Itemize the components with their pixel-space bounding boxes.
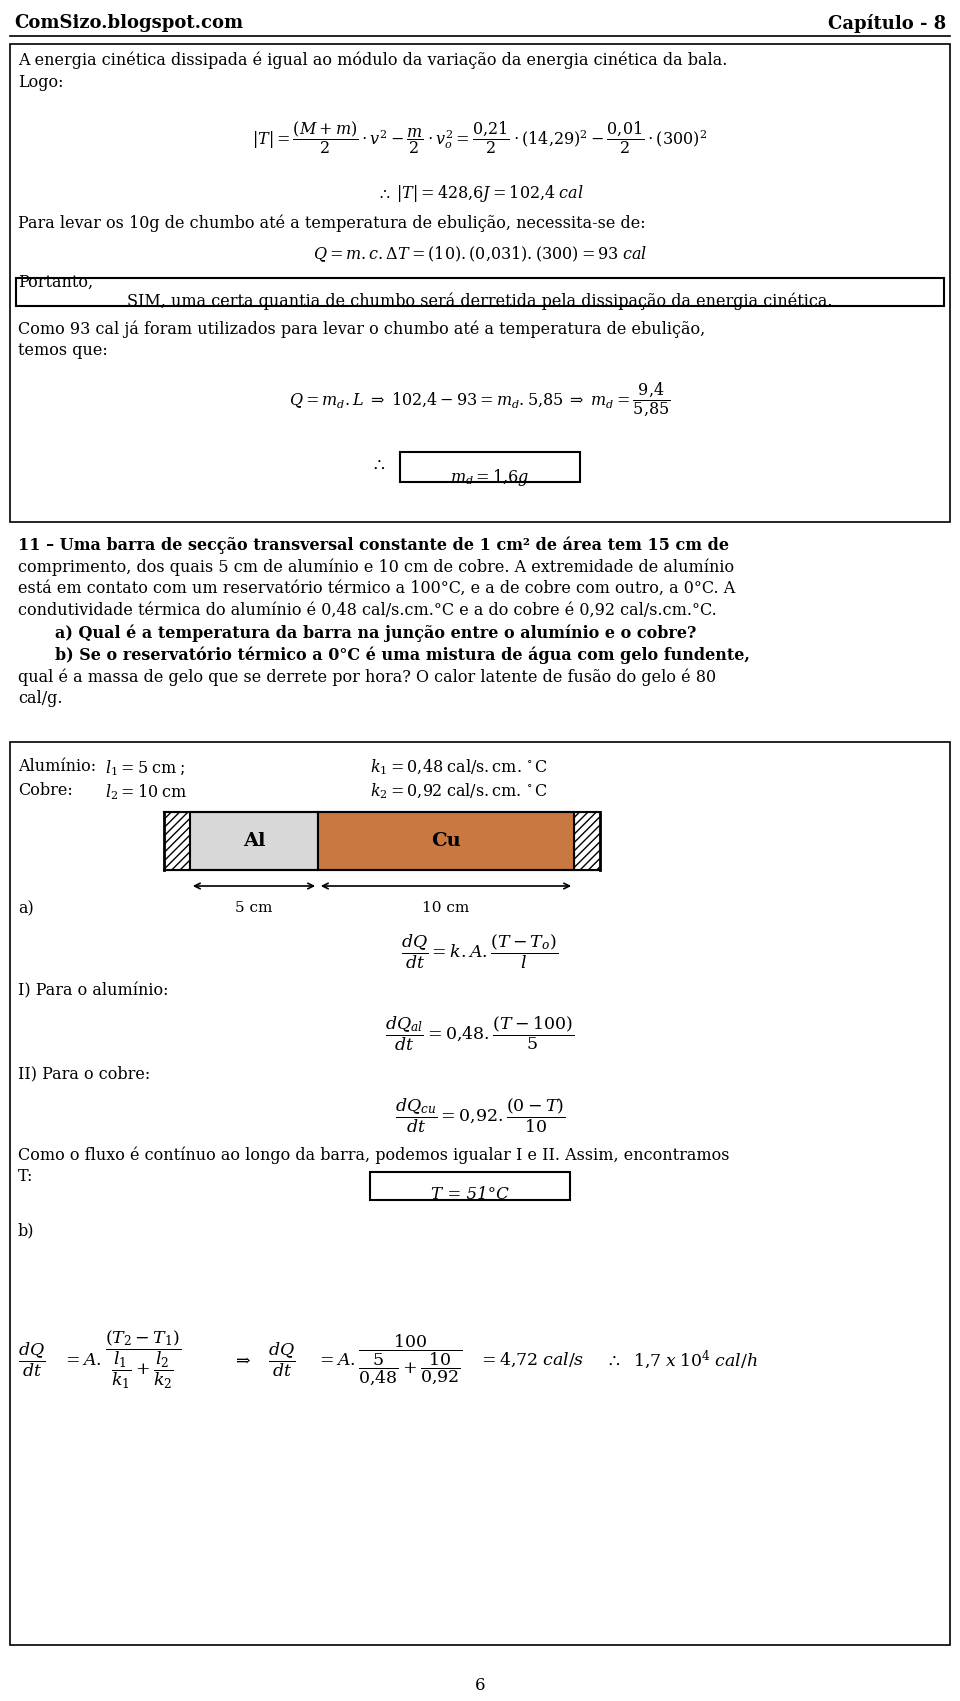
Text: II) Para o cobre:: II) Para o cobre: <box>18 1065 151 1082</box>
Text: $\dfrac{dQ_{al}}{dt} = 0{,}48.\dfrac{(T - 100)}{5}$: $\dfrac{dQ_{al}}{dt} = 0{,}48.\dfrac{(T … <box>385 1015 575 1053</box>
Text: Capítulo - 8: Capítulo - 8 <box>828 14 946 32</box>
Text: 6: 6 <box>475 1677 485 1694</box>
Text: b) Se o reservatório térmico a 0°C é uma mistura de água com gelo fundente,: b) Se o reservatório térmico a 0°C é uma… <box>55 646 750 663</box>
Text: Logo:: Logo: <box>18 75 63 90</box>
Bar <box>10 742 950 1645</box>
Text: $\dfrac{dQ}{dt}$: $\dfrac{dQ}{dt}$ <box>268 1340 296 1380</box>
Text: $\dfrac{dQ}{dt}$: $\dfrac{dQ}{dt}$ <box>18 1340 45 1380</box>
Text: A energia cinética dissipada é igual ao módulo da variação da energia cinética d: A energia cinética dissipada é igual ao … <box>18 53 728 70</box>
Text: ComSizo.blogspot.com: ComSizo.blogspot.com <box>14 14 243 32</box>
Text: cal/g.: cal/g. <box>18 691 62 708</box>
Text: b): b) <box>18 1221 35 1238</box>
Text: I) Para o alumínio:: I) Para o alumínio: <box>18 981 169 998</box>
Text: a) Qual é a temperatura da barra na junção entre o alumínio e o cobre?: a) Qual é a temperatura da barra na junç… <box>55 624 696 641</box>
Text: $\therefore$: $\therefore$ <box>370 456 385 473</box>
Bar <box>574 811 600 869</box>
Text: Alumínio:: Alumínio: <box>18 759 96 776</box>
Text: $Q = m_d.L \;\Rightarrow\; 102{,}4 - 93 = m_d.5{,}85 \;\Rightarrow\; m_d = \dfra: $Q = m_d.L \;\Rightarrow\; 102{,}4 - 93 … <box>289 381 671 418</box>
Text: $l_2 = 10\;{\rm cm}$: $l_2 = 10\;{\rm cm}$ <box>105 782 187 801</box>
Text: Como 93 cal já foram utilizados para levar o chumbo até a temperatura de ebuliçã: Como 93 cal já foram utilizados para lev… <box>18 320 706 337</box>
Text: $k_1 = 0{,}48\;{\rm cal/s.cm.{}^\circ C}$: $k_1 = 0{,}48\;{\rm cal/s.cm.{}^\circ C}… <box>370 759 548 777</box>
Text: $\dfrac{dQ_{cu}}{dt} = 0{,}92.\dfrac{(0 - T)}{10}$: $\dfrac{dQ_{cu}}{dt} = 0{,}92.\dfrac{(0 … <box>395 1097 565 1135</box>
Text: $\therefore$: $\therefore$ <box>605 1352 620 1369</box>
Text: T:: T: <box>18 1169 34 1186</box>
Text: Al: Al <box>243 832 265 850</box>
Text: a): a) <box>18 900 34 917</box>
Text: qual é a massa de gelo que se derrete por hora? O calor latente de fusão do gelo: qual é a massa de gelo que se derrete po… <box>18 668 716 686</box>
Text: condutividade térmica do alumínio é 0,48 cal/s.cm.°C e a do cobre é 0,92 cal/s.c: condutividade térmica do alumínio é 0,48… <box>18 602 717 619</box>
Text: está em contato com um reservatório térmico a 100°C, e a de cobre com outro, a 0: está em contato com um reservatório térm… <box>18 580 735 597</box>
Bar <box>16 277 944 306</box>
Text: $|T| = \dfrac{(M+m)}{2}\cdot v^2 - \dfrac{m}{2}\cdot v_o^2 = \dfrac{0{,}21}{2}\c: $|T| = \dfrac{(M+m)}{2}\cdot v^2 - \dfra… <box>252 119 708 156</box>
Bar <box>370 1172 570 1199</box>
Text: $= 4{,}72\;{\it cal/s}$: $= 4{,}72\;{\it cal/s}$ <box>478 1351 585 1369</box>
Text: SIM, uma certa quantia de chumbo será derretida pela dissipação da energia cinét: SIM, uma certa quantia de chumbo será de… <box>128 293 832 310</box>
Text: $\dfrac{dQ}{dt} = k.A.\dfrac{(T - T_o)}{l}$: $\dfrac{dQ}{dt} = k.A.\dfrac{(T - T_o)}{… <box>401 932 559 971</box>
Text: Portanto,: Portanto, <box>18 274 93 291</box>
Text: temos que:: temos que: <box>18 342 108 359</box>
Text: $l_1 = 5\;{\rm cm}\;$;: $l_1 = 5\;{\rm cm}\;$; <box>105 759 185 777</box>
Text: $\dfrac{100}{\dfrac{5}{0{,}48} + \dfrac{10}{0{,}92}}$: $\dfrac{100}{\dfrac{5}{0{,}48} + \dfrac{… <box>358 1332 463 1388</box>
Text: $\dfrac{(T_2 - T_1)}{\dfrac{l_1}{k_1} + \dfrac{l_2}{k_2}}$: $\dfrac{(T_2 - T_1)}{\dfrac{l_1}{k_1} + … <box>105 1328 181 1391</box>
Bar <box>164 811 190 869</box>
Bar <box>318 811 574 869</box>
Text: $= A.$: $= A.$ <box>62 1352 102 1369</box>
Text: T = 51°C: T = 51°C <box>431 1186 509 1203</box>
Text: $1{,}7\;x\;10^4\;{\it cal/h}$: $1{,}7\;x\;10^4\;{\it cal/h}$ <box>633 1349 757 1371</box>
Text: Cu: Cu <box>431 832 461 850</box>
Text: 5 cm: 5 cm <box>235 902 273 915</box>
Text: $m_d = 1{,}6g$: $m_d = 1{,}6g$ <box>450 468 530 488</box>
Text: $\Rightarrow$: $\Rightarrow$ <box>232 1352 252 1369</box>
Bar <box>190 811 318 869</box>
Text: $k_2 = 0{,}92\;{\rm cal/s.cm.{}^\circ C}$: $k_2 = 0{,}92\;{\rm cal/s.cm.{}^\circ C}… <box>370 782 547 801</box>
Bar <box>10 44 950 522</box>
Bar <box>400 452 580 481</box>
Text: Cobre:: Cobre: <box>18 782 73 799</box>
Text: $Q = m.c.\Delta T = (10).(0{,}031).(300) = 93\;{\it cal}$: $Q = m.c.\Delta T = (10).(0{,}031).(300)… <box>313 245 647 264</box>
Text: $\therefore\;|T| = 428{,}6J = 102{,}4\;{\it cal}$: $\therefore\;|T| = 428{,}6J = 102{,}4\;{… <box>376 182 584 204</box>
Text: comprimento, dos quais 5 cm de alumínio e 10 cm de cobre. A extremidade de alumí: comprimento, dos quais 5 cm de alumínio … <box>18 558 734 575</box>
Text: 11 – Uma barra de secção transversal constante de 1 cm² de área tem 15 cm de: 11 – Uma barra de secção transversal con… <box>18 536 729 553</box>
Text: Para levar os 10g de chumbo até a temperatura de ebulição, necessita-se de:: Para levar os 10g de chumbo até a temper… <box>18 214 646 231</box>
Text: Como o fluxo é contínuo ao longo da barra, podemos igualar I e II. Assim, encont: Como o fluxo é contínuo ao longo da barr… <box>18 1146 730 1163</box>
Text: 10 cm: 10 cm <box>422 902 469 915</box>
Text: $= A.$: $= A.$ <box>316 1352 355 1369</box>
